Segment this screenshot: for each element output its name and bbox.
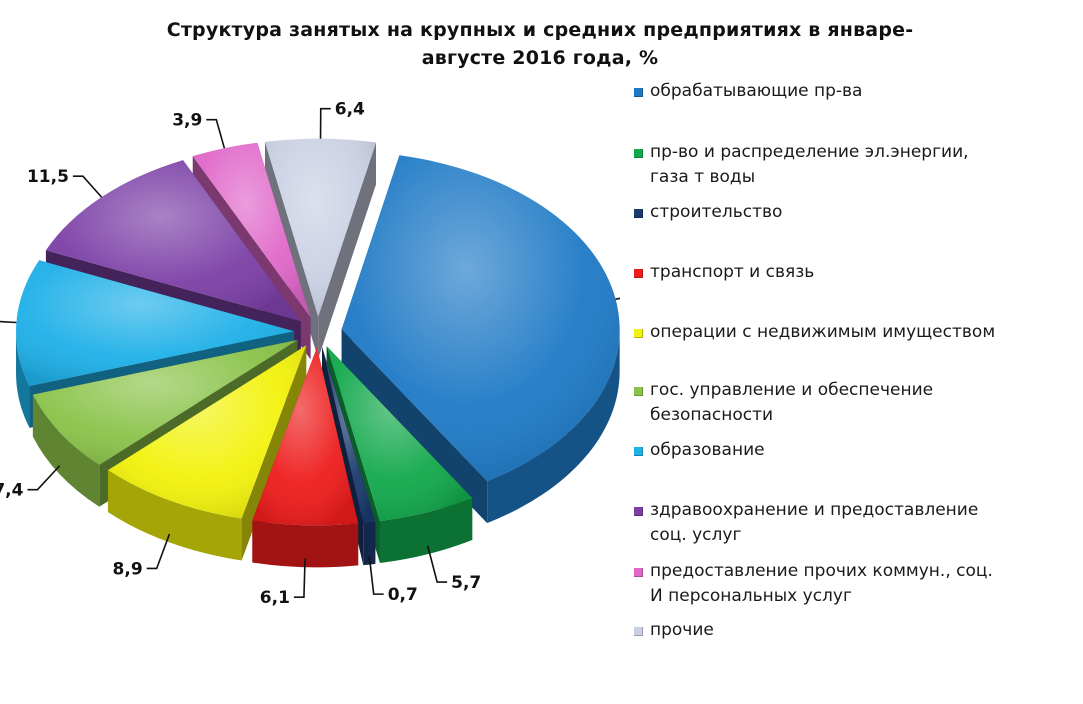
legend-swatch <box>634 88 643 97</box>
legend-item-6: гос. управление и обеспечение безопаснос… <box>634 378 933 428</box>
data-label-6: 7,4 <box>0 481 24 501</box>
leader-line-10 <box>319 107 331 139</box>
legend-item-10: прочие <box>634 618 714 643</box>
legend-label: здравоохранение и предоставление соц. ус… <box>650 500 979 545</box>
data-label-5: 8,9 <box>113 559 143 579</box>
legend-label: пр-во и распределение эл.энергии, газа т… <box>650 142 969 187</box>
leader-line-8 <box>72 175 103 198</box>
legend-label: прочие <box>650 620 714 640</box>
legend-swatch <box>634 269 643 278</box>
legend-item-3: строительство <box>634 200 782 225</box>
legend-label: обрабатывающие пр-ва <box>650 81 863 101</box>
leader-line-6 <box>27 465 61 491</box>
slice-1 <box>341 155 620 524</box>
legend-swatch <box>634 387 643 396</box>
legend-item-7: образование <box>634 438 765 463</box>
legend-swatch <box>634 507 643 516</box>
legend-swatch <box>634 627 643 636</box>
legend-label: транспорт и связь <box>650 262 815 282</box>
data-label-4: 6,1 <box>260 588 290 608</box>
legend-swatch <box>634 149 643 158</box>
leader-line-4 <box>293 558 306 598</box>
slice-4 <box>252 347 359 568</box>
legend-swatch <box>634 447 643 456</box>
leader-line-9 <box>206 118 226 149</box>
legend-swatch <box>634 568 643 577</box>
legend-item-9: предоставление прочих коммун., соц. И пе… <box>634 559 993 609</box>
leader-line-5 <box>146 533 171 570</box>
legend-label: операции с недвижимым имуществом <box>650 322 996 342</box>
legend-label: строительство <box>650 202 783 222</box>
leader-line-7 <box>0 320 17 324</box>
legend-swatch <box>634 209 643 218</box>
data-label-3: 0,7 <box>388 585 418 605</box>
pie-chart: 37,95,70,76,18,97,411,511,53,96,4 <box>0 100 620 608</box>
legend-item-2: пр-во и распределение эл.энергии, газа т… <box>634 140 969 190</box>
legend-label: предоставление прочих коммун., соц. И пе… <box>650 561 993 606</box>
leader-line-1 <box>615 297 620 300</box>
legend-item-8: здравоохранение и предоставление соц. ус… <box>634 498 978 548</box>
legend-item-4: транспорт и связь <box>634 260 814 285</box>
slice-5 <box>107 345 307 561</box>
legend-label: гос. управление и обеспечение безопаснос… <box>650 380 934 425</box>
legend-item-1: обрабатывающие пр-ва <box>634 79 862 104</box>
slice-10 <box>264 138 377 359</box>
chart-title: Структура занятых на крупных и средних п… <box>166 19 914 69</box>
data-label-2: 5,7 <box>451 573 481 593</box>
leader-line-2 <box>426 545 448 583</box>
legend-swatch <box>634 329 643 338</box>
legend-label: образование <box>650 440 765 460</box>
data-label-9: 3,9 <box>172 111 202 131</box>
leader-line-3 <box>368 556 384 595</box>
data-label-8: 11,5 <box>27 167 69 187</box>
data-label-10: 6,4 <box>335 100 365 120</box>
legend-item-5: операции с недвижимым имуществом <box>634 320 995 345</box>
